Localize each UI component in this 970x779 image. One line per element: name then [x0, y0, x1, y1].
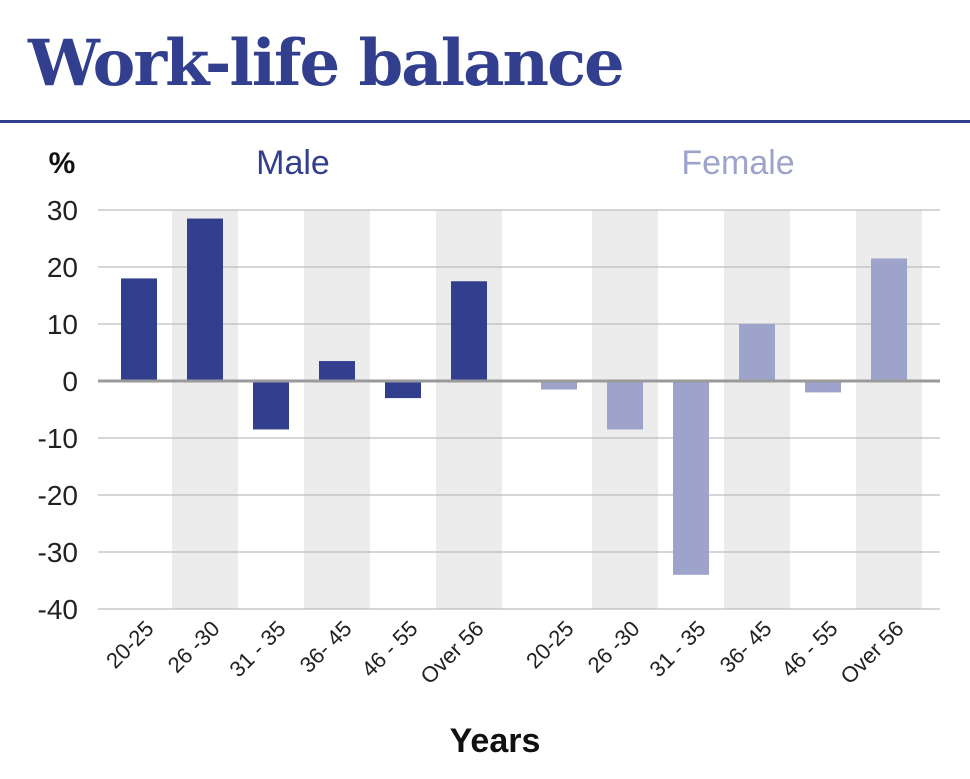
x-tick-label: 31 - 35	[644, 616, 710, 682]
y-tick-label: -10	[38, 423, 78, 454]
gridlines	[98, 209, 940, 610]
x-tick-label: 36- 45	[715, 616, 777, 678]
band-0-3	[304, 210, 370, 609]
group-label-female: Female	[681, 144, 794, 182]
group-label-male: Male	[256, 144, 330, 182]
bar-male-1	[187, 218, 223, 381]
y-tick-label: 0	[62, 366, 78, 397]
x-tick-label: 36- 45	[295, 616, 357, 678]
bar-female-0	[541, 381, 577, 390]
y-tick-label: 30	[47, 195, 78, 226]
bar-male-0	[121, 278, 157, 381]
bars	[121, 218, 907, 575]
x-tick-label: 26 -30	[583, 616, 645, 678]
bar-male-5	[451, 281, 487, 381]
x-tick-label: 20-25	[521, 616, 578, 673]
chart-title: Work-life balance	[28, 26, 625, 101]
x-tick-label: 46 - 55	[356, 616, 422, 682]
y-axis-ticks: 30 20 10 0 -10 -20 -30 -40	[38, 195, 78, 625]
y-tick-label: 20	[47, 252, 78, 283]
x-tick-label: 31 - 35	[224, 616, 290, 682]
x-tick-label: 26 -30	[163, 616, 225, 678]
x-tick-label: Over 56	[836, 616, 909, 689]
x-tick-label: 20-25	[101, 616, 158, 673]
bar-male-3	[319, 361, 355, 381]
bar-female-3	[739, 324, 775, 381]
bar-female-4	[805, 381, 841, 393]
bar-male-2	[253, 381, 289, 430]
band-1-3	[724, 210, 790, 609]
band-0-5	[436, 210, 502, 609]
bar-female-2	[673, 381, 709, 575]
y-axis-label: %	[49, 147, 76, 180]
bar-female-1	[607, 381, 643, 430]
x-tick-label: 46 - 55	[776, 616, 842, 682]
y-tick-label: -30	[38, 537, 78, 568]
bar-male-4	[385, 381, 421, 399]
y-tick-label: -20	[38, 480, 78, 511]
title-divider	[0, 120, 970, 123]
y-tick-label: -40	[38, 594, 78, 625]
x-axis-label: Years	[450, 722, 541, 760]
x-tick-label: Over 56	[416, 616, 489, 689]
y-tick-label: 10	[47, 309, 78, 340]
bar-female-5	[871, 258, 907, 381]
